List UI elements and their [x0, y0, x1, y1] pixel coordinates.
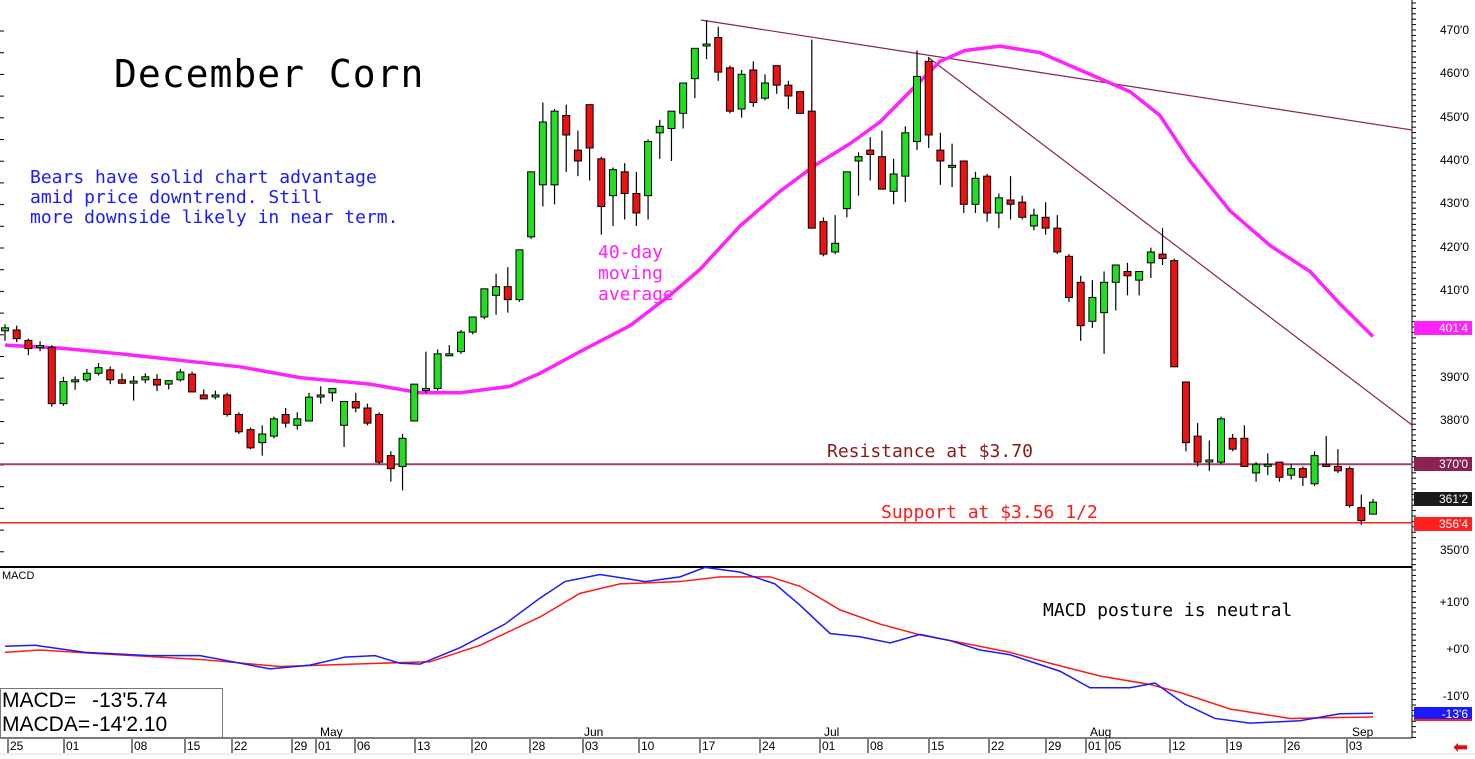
macda-value: -14'2.10: [92, 713, 168, 736]
x-axis-month-label: Sep: [1352, 725, 1374, 739]
x-axis-day-label: 03: [585, 739, 599, 753]
x-axis-month-label: Aug: [1090, 725, 1112, 739]
macd-axis-label: -10'0: [1442, 689, 1469, 704]
support-label: Support at $3.56 1/2: [881, 502, 1098, 523]
x-axis-day-label: 01: [66, 739, 80, 753]
macd-panel-title: MACD: [2, 570, 35, 582]
x-axis-day-label: 17: [702, 739, 716, 753]
macda-label: MACDA=: [2, 713, 91, 736]
price-axis-label: 450'0: [1440, 109, 1469, 124]
chart-title: December Corn: [114, 52, 425, 96]
x-axis-day-label: 10: [641, 739, 655, 753]
resistance-label: Resistance at $3.70: [827, 441, 1033, 462]
x-axis-day-label: 22: [234, 739, 248, 753]
macd-values-box: MACD= -13'5.74 MACDA= -14'2.10: [0, 688, 223, 738]
macd-note: MACD posture is neutral: [1043, 600, 1293, 621]
macd-label: MACD=: [2, 689, 77, 712]
x-axis-day-label: 26: [1287, 739, 1301, 753]
x-axis-day-label: 06: [357, 739, 371, 753]
x-axis-day-label: 08: [134, 739, 148, 753]
x-axis-day-label: 15: [931, 739, 945, 753]
price-axis-label: 430'0: [1440, 196, 1469, 211]
x-axis-day-label: 29: [1048, 739, 1062, 753]
x-axis-day-label: 19: [1229, 739, 1243, 753]
price-tag-resistance: 370'0: [1414, 457, 1472, 472]
moving-average-label: 40-day moving average: [598, 242, 674, 305]
x-axis-day-label: 28: [532, 739, 546, 753]
macd-value: -13'5.74: [92, 689, 168, 712]
x-axis-day-label: 03: [1349, 739, 1363, 753]
price-axis-label: 350'0: [1440, 542, 1469, 557]
price-axis-label: 410'0: [1440, 282, 1469, 297]
price-tag-support: 356'4: [1414, 516, 1472, 531]
x-axis-day-label: 01: [1088, 739, 1102, 753]
x-axis-month-label: May: [320, 725, 343, 739]
macd-axis-label: +10'0: [1439, 594, 1469, 609]
price-axis-label: 420'0: [1440, 239, 1469, 254]
price-tag-ma: 401'4: [1414, 320, 1472, 335]
x-axis-day-label: 22: [991, 739, 1005, 753]
x-axis-month-label: Jul: [824, 725, 840, 739]
price-axis-label: 390'0: [1440, 369, 1469, 384]
x-axis-day-label: 29: [294, 739, 308, 753]
price-axis-label: 380'0: [1440, 412, 1469, 427]
x-axis-day-label: 12: [1172, 739, 1186, 753]
macd-axis-label: +0'0: [1446, 642, 1469, 656]
scroll-left-arrow-icon[interactable]: ⬅: [1453, 737, 1469, 757]
x-axis-day-label: 01: [318, 739, 332, 753]
price-axis-label: 460'0: [1440, 66, 1469, 81]
price-axis-label: 470'0: [1440, 23, 1469, 37]
x-axis-day-label: 08: [870, 739, 884, 753]
commentary-text: Bears have solid chart advantage amid pr…: [30, 167, 399, 228]
price-tag-last: 361'2: [1414, 492, 1472, 507]
price-axis-label: 440'0: [1440, 152, 1469, 167]
x-axis-day-label: 05: [1108, 739, 1122, 753]
x-axis-day-label: 24: [762, 739, 776, 753]
macd-tag: -13'6: [1414, 707, 1472, 722]
x-axis-day-label: 15: [187, 739, 201, 753]
x-axis-day-label: 20: [474, 739, 488, 753]
x-axis-day-label: 13: [417, 739, 431, 753]
x-axis-day-label: 25: [10, 739, 24, 753]
x-axis-day-label: 01: [822, 739, 836, 753]
x-axis-month-label: Jun: [584, 725, 604, 739]
